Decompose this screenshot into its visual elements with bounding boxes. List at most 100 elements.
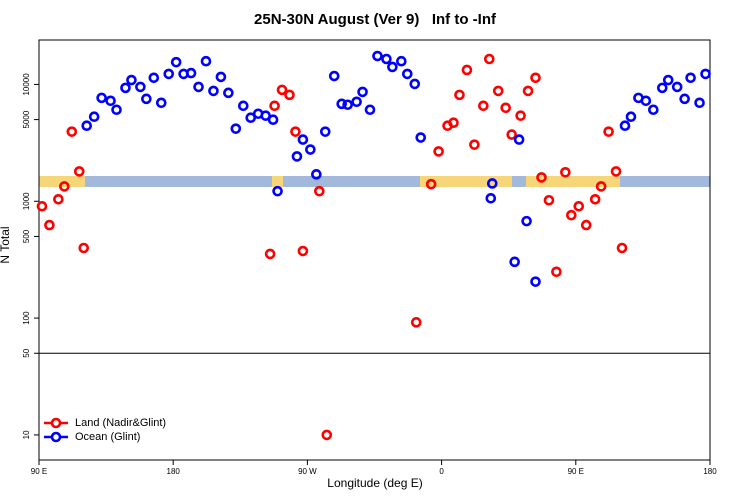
point: [36, 200, 48, 212]
point: [215, 71, 227, 83]
point: [111, 104, 122, 116]
point: [694, 97, 705, 109]
point: [321, 429, 333, 441]
point: [305, 144, 316, 155]
point: [372, 50, 383, 62]
legend-marker: [50, 417, 62, 429]
point: [485, 192, 497, 204]
point: [120, 82, 131, 94]
point: [78, 242, 90, 254]
point: [685, 72, 696, 84]
x-tick-label: 0: [439, 467, 444, 476]
point: [88, 111, 100, 123]
point: [484, 53, 495, 65]
point: [603, 126, 614, 137]
point: [319, 126, 331, 137]
point: [272, 185, 283, 197]
y-tick-label: 10000: [22, 73, 31, 96]
point: [425, 178, 437, 190]
point: [589, 193, 601, 205]
point: [492, 85, 504, 97]
point: [536, 172, 547, 183]
point: [230, 123, 242, 134]
point: [155, 97, 167, 109]
point: [530, 72, 541, 84]
point: [53, 193, 64, 205]
point: [543, 194, 555, 206]
point: [381, 53, 392, 65]
point: [640, 95, 652, 107]
point: [237, 100, 249, 112]
x-axis-label: Longitude (deg E): [327, 476, 422, 490]
point: [409, 78, 421, 90]
y-axis-label: N Total: [0, 226, 12, 263]
point: [267, 114, 279, 125]
legend-label: Land (Nadir&Glint): [75, 417, 166, 429]
y-tick-label: 1000: [22, 192, 31, 210]
point: [185, 67, 197, 79]
point: [208, 85, 219, 97]
point: [291, 151, 303, 162]
legend-label: Ocean (Glint): [75, 431, 140, 443]
point: [357, 86, 368, 98]
legend-marker: [50, 431, 62, 443]
point: [509, 256, 520, 268]
point: [387, 61, 398, 73]
land-ocean-strip: [39, 176, 710, 187]
point: [336, 98, 347, 110]
point: [73, 166, 85, 177]
point: [297, 134, 309, 145]
point: [551, 266, 562, 278]
point: [135, 81, 146, 93]
point: [415, 132, 427, 143]
point: [290, 126, 301, 137]
point: [500, 102, 512, 114]
point: [619, 120, 631, 132]
x-tick-label: 90 W: [298, 467, 317, 476]
y-tick-label: 100: [22, 311, 31, 325]
point: [530, 276, 541, 287]
point: [610, 166, 622, 177]
point: [364, 104, 376, 116]
point: [410, 317, 422, 328]
point: [521, 215, 532, 227]
x-tick-label: 90 E: [31, 467, 47, 476]
point: [656, 82, 668, 94]
x-tick-label: 180: [167, 467, 181, 476]
point: [580, 219, 592, 231]
chart-title: 25N-30N August (Ver 9) Inf to -Inf: [254, 11, 497, 28]
point: [595, 181, 607, 192]
point: [566, 209, 577, 221]
point: [126, 74, 137, 86]
point: [700, 68, 711, 80]
point: [402, 68, 413, 80]
point: [648, 104, 659, 116]
point: [560, 166, 571, 178]
y-tick-label: 5000: [22, 110, 31, 128]
point: [461, 64, 473, 76]
point: [96, 92, 107, 104]
point: [170, 56, 182, 68]
point: [573, 200, 585, 212]
point: [522, 85, 534, 97]
point: [297, 245, 309, 257]
y-tick-label: 50: [22, 348, 31, 357]
point: [44, 219, 55, 231]
point: [506, 129, 517, 140]
point: [478, 100, 489, 112]
plot-frame: [38, 39, 711, 461]
point: [515, 110, 526, 121]
y-tick-label: 500: [22, 229, 31, 243]
point: [342, 99, 353, 111]
point: [148, 72, 160, 84]
point: [328, 70, 340, 82]
point: [269, 100, 280, 112]
point: [223, 87, 234, 99]
point: [671, 81, 683, 93]
point: [264, 248, 276, 260]
point: [625, 111, 637, 123]
point: [141, 93, 152, 105]
point: [81, 120, 93, 132]
point: [486, 178, 498, 189]
